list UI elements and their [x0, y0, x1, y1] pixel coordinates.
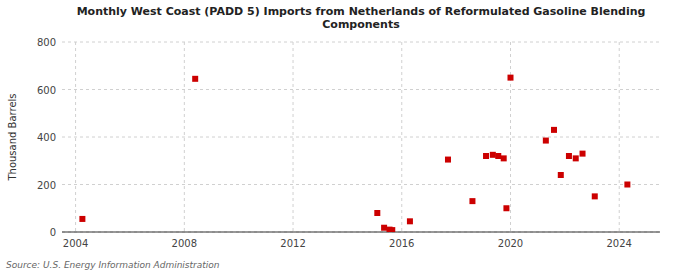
x-tick-label: 2016 [389, 238, 414, 249]
point [573, 155, 579, 161]
grid [62, 42, 660, 232]
y-tick-label: 400 [37, 132, 56, 143]
x-tick-label: 2024 [607, 238, 632, 249]
y-grid-line [62, 137, 660, 138]
point [192, 76, 198, 82]
point [566, 153, 572, 159]
x-axis-line [62, 232, 660, 233]
x-tick-label: 2020 [498, 238, 523, 249]
x-grid-line [184, 42, 185, 232]
point [389, 227, 395, 232]
x-grid-line [75, 42, 76, 232]
point [592, 193, 598, 199]
y-grid-line [62, 42, 660, 43]
point [624, 182, 630, 188]
x-grid-line [293, 42, 294, 232]
point [558, 172, 564, 178]
source: Source: U.S. Energy Information Administ… [6, 260, 220, 270]
point [551, 127, 557, 133]
point [580, 151, 586, 157]
point [445, 157, 451, 163]
point [503, 205, 509, 211]
y-axis-label: Thousand Barrels [7, 93, 18, 181]
x-grid-line [510, 42, 511, 232]
point [374, 210, 380, 216]
x-tick-label: 2004 [63, 238, 88, 249]
point [501, 155, 507, 161]
title: Monthly West Coast (PADD 5) Imports from… [77, 5, 646, 31]
y-grid-line [62, 232, 660, 233]
point [381, 225, 387, 231]
point [490, 152, 496, 158]
point [495, 153, 501, 159]
y-tick-label: 600 [37, 85, 56, 96]
y-tick-label: 0 [50, 227, 56, 238]
y-tick-label: 200 [37, 180, 56, 191]
point [543, 138, 549, 144]
chart: Monthly West Coast (PADD 5) Imports from… [0, 0, 675, 275]
point [469, 198, 475, 204]
y-grid-line [62, 184, 660, 185]
chart-container: Monthly West Coast (PADD 5) Imports from… [0, 0, 675, 275]
x-tick-label: 2008 [172, 238, 197, 249]
y-tick-label: 800 [37, 37, 56, 48]
points [79, 75, 630, 232]
x-grid-line [401, 42, 402, 232]
x-grid-line [619, 42, 620, 232]
x-tick-label: 2012 [280, 238, 305, 249]
point [508, 75, 514, 81]
point [407, 218, 413, 224]
point [79, 216, 85, 222]
y-grid-line [62, 89, 660, 90]
point [483, 153, 489, 159]
